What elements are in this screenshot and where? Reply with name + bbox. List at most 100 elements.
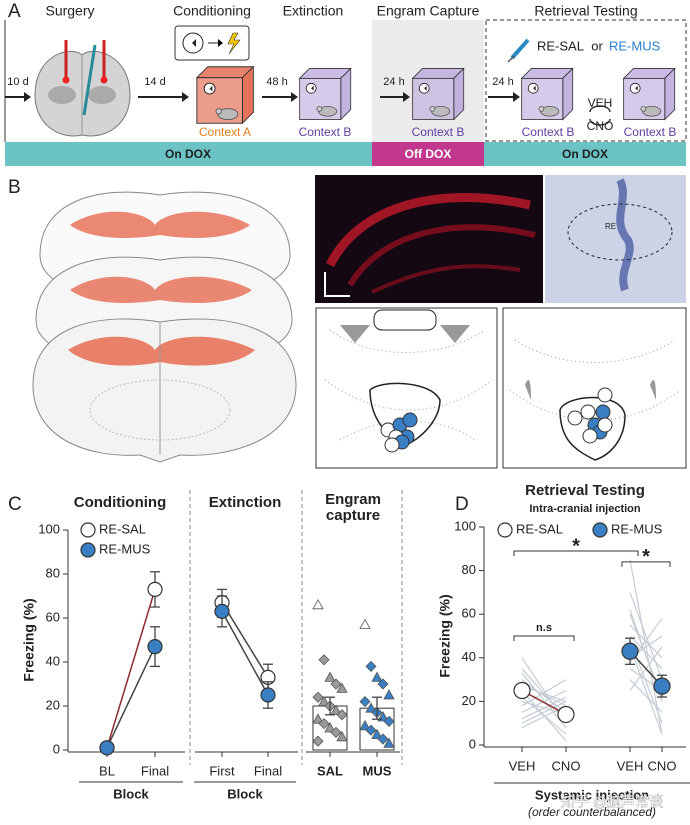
data-point — [365, 702, 377, 713]
subject-line — [521, 700, 567, 724]
timeline-background-part — [485, 19, 687, 142]
placement-map-part — [582, 428, 598, 444]
mean-line — [106, 646, 156, 749]
micrograph-re-part — [616, 178, 634, 292]
significance-bracket — [513, 550, 639, 556]
x-tick-label: Final — [141, 763, 169, 778]
micrograph-re: RE — [545, 175, 686, 303]
data-point — [330, 678, 342, 690]
placement-map-part — [567, 410, 583, 426]
interval: 14 d — [144, 76, 165, 88]
data-point — [312, 598, 324, 610]
data-point — [336, 682, 348, 693]
subject-line — [629, 592, 663, 680]
data-point — [324, 722, 336, 733]
legend-marker — [80, 542, 96, 558]
brain-sections — [32, 191, 297, 463]
x-tick-label: CNO — [552, 758, 581, 773]
y-tick-label: 80 — [46, 565, 60, 580]
mean-point — [147, 638, 163, 655]
timeline-background — [4, 19, 687, 166]
conditioning-stimulus-part — [188, 39, 196, 47]
syringe-part — [507, 55, 515, 63]
x-tick-label: Final — [254, 763, 282, 778]
chart-subtitle: Intra-cranial injection — [529, 503, 641, 515]
data-point — [383, 689, 395, 700]
surgery-brain-part — [62, 76, 70, 84]
surgery-brain-part — [88, 86, 116, 104]
data-point — [365, 660, 377, 672]
subject-line — [521, 679, 567, 713]
timeline-background-part — [5, 142, 686, 166]
data-point — [371, 671, 383, 682]
context-cubes-part — [623, 68, 676, 120]
placement-map-part — [597, 387, 613, 403]
placement-map — [502, 307, 687, 469]
subject-line — [521, 690, 567, 742]
syringe-part — [510, 38, 530, 60]
data-point — [330, 704, 342, 715]
timeline-arrows — [5, 92, 520, 102]
interval: 48 h — [266, 76, 287, 88]
chart-title-box: Engram capture — [325, 492, 381, 524]
mean-point — [557, 705, 575, 724]
x-tick-label: BL — [99, 763, 115, 778]
panel-label: B — [8, 177, 21, 198]
legend-label: RE-MUS — [611, 521, 663, 536]
panel-label: D — [455, 494, 469, 515]
stage-title: Conditioning — [173, 3, 251, 19]
data-point — [359, 719, 371, 731]
chart-title: Extinction — [209, 494, 282, 511]
placement-map-part — [402, 412, 418, 428]
stage-title: Engram Capture — [377, 3, 480, 19]
data-point — [383, 715, 395, 727]
timeline-arrows-part — [403, 92, 410, 102]
conditioning-stimulus — [174, 25, 250, 61]
x-tick-label: CNO — [648, 758, 677, 773]
mean-point — [621, 642, 639, 660]
data-point — [312, 735, 324, 747]
stage-title: Retrieval Testing — [534, 3, 637, 19]
switch-arrows-part — [589, 105, 611, 113]
micrograph-hippocampus-part — [324, 272, 350, 297]
dox-label: On DOX — [165, 147, 211, 161]
mean-line — [221, 602, 269, 678]
placement-map-part — [373, 309, 437, 331]
placement-map-part — [340, 325, 470, 343]
timeline-arrows-part — [291, 92, 298, 102]
stage-title: Extinction — [283, 3, 344, 19]
conditioning-stimulus-part — [227, 32, 241, 55]
data-point — [318, 718, 330, 730]
x-tick-label: SAL — [317, 763, 343, 778]
data-point — [359, 618, 371, 629]
treatment-label: VEH — [588, 96, 613, 110]
x-tick-label: VEH — [617, 758, 644, 773]
micrograph-hippocampus-part — [325, 193, 531, 268]
chart-title: Retrieval Testing — [525, 482, 645, 499]
legend-label: RE-SAL — [516, 521, 563, 536]
mean-line — [106, 589, 156, 749]
significance-bracket — [621, 561, 671, 567]
surgery-brain-part — [100, 76, 108, 84]
y-tick-label: 0 — [469, 736, 476, 751]
significance-bracket — [513, 635, 575, 641]
context-cubes-part — [299, 68, 352, 120]
x-axis-label: Systemic injection — [535, 787, 649, 802]
dox-label: Off DOX — [405, 147, 452, 161]
subject-line — [629, 646, 663, 735]
context-cubes-part — [412, 68, 465, 120]
y-tick-label: 60 — [46, 609, 60, 624]
y-tick-label: 60 — [462, 606, 476, 621]
mean-line — [221, 611, 269, 696]
x-tick-label: First — [209, 763, 235, 778]
legend-label: RE-SAL — [99, 521, 146, 536]
mean-point — [147, 581, 163, 598]
injection-label: or — [591, 38, 603, 53]
context-cubes-part — [521, 68, 574, 120]
panel-label: A — [8, 1, 21, 22]
subject-line — [629, 635, 663, 670]
y-tick-label: 40 — [46, 653, 60, 668]
conditioning-stimulus-part — [218, 39, 223, 47]
dox-label: On DOX — [562, 147, 608, 161]
